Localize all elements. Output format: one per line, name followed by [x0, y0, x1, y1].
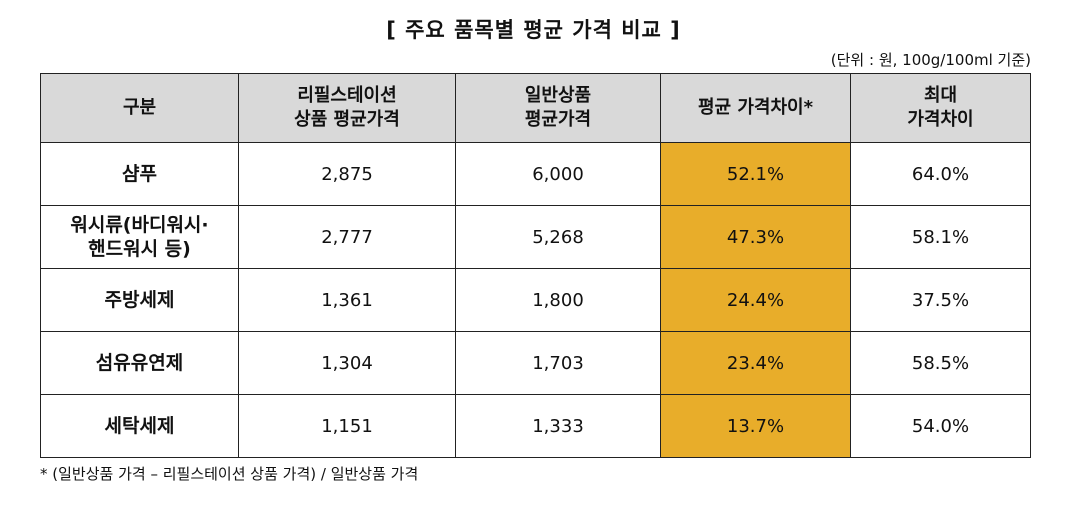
row-name: 워시류(바디워시· 핸드워시 등)	[40, 205, 239, 269]
header-refill-price: 리필스테이션 상품 평균가격	[238, 73, 456, 143]
max-diff: 58.1%	[850, 205, 1031, 269]
header-regular-price: 일반상품 평균가격	[455, 73, 661, 143]
regular-price: 1,703	[455, 331, 661, 395]
avg-diff: 52.1%	[660, 142, 851, 206]
regular-price: 5,268	[455, 205, 661, 269]
table-row: 워시류(바디워시· 핸드워시 등) 2,777 5,268 47.3% 58.1…	[40, 205, 1031, 269]
refill-price: 1,304	[238, 331, 456, 395]
regular-price: 1,800	[455, 268, 661, 332]
refill-price: 1,361	[238, 268, 456, 332]
row-name: 샴푸	[40, 142, 239, 206]
header-max-diff: 최대 가격차이	[850, 73, 1031, 143]
regular-price: 1,333	[455, 394, 661, 458]
refill-price: 2,875	[238, 142, 456, 206]
regular-price: 6,000	[455, 142, 661, 206]
max-diff: 64.0%	[850, 142, 1031, 206]
max-diff: 37.5%	[850, 268, 1031, 332]
table-row: 샴푸 2,875 6,000 52.1% 64.0%	[40, 142, 1031, 206]
table-row: 세탁세제 1,151 1,333 13.7% 54.0%	[40, 394, 1031, 458]
refill-price: 2,777	[238, 205, 456, 269]
max-diff: 58.5%	[850, 331, 1031, 395]
table-row: 주방세제 1,361 1,800 24.4% 37.5%	[40, 268, 1031, 332]
row-name: 세탁세제	[40, 394, 239, 458]
row-name: 섬유유연제	[40, 331, 239, 395]
row-name: 주방세제	[40, 268, 239, 332]
max-diff: 54.0%	[850, 394, 1031, 458]
avg-diff: 13.7%	[660, 394, 851, 458]
avg-diff: 23.4%	[660, 331, 851, 395]
table-row: 섬유유연제 1,304 1,703 23.4% 58.5%	[40, 331, 1031, 395]
header-avg-diff: 평균 가격차이*	[660, 73, 851, 143]
unit-note: (단위 : 원, 100g/100ml 기준)	[830, 51, 1031, 69]
page-title: [ 주요 품목별 평균 가격 비교 ]	[386, 18, 681, 42]
footnote: * (일반상품 가격 – 리필스테이션 상품 가격) / 일반상품 가격	[40, 465, 419, 483]
header-row: 구분 리필스테이션 상품 평균가격 일반상품 평균가격 평균 가격차이* 최대 …	[40, 73, 1031, 143]
avg-diff: 24.4%	[660, 268, 851, 332]
refill-price: 1,151	[238, 394, 456, 458]
price-comparison-table: 구분 리필스테이션 상품 평균가격 일반상품 평균가격 평균 가격차이* 최대 …	[40, 73, 1031, 458]
avg-diff: 47.3%	[660, 205, 851, 269]
header-category: 구분	[40, 73, 239, 143]
